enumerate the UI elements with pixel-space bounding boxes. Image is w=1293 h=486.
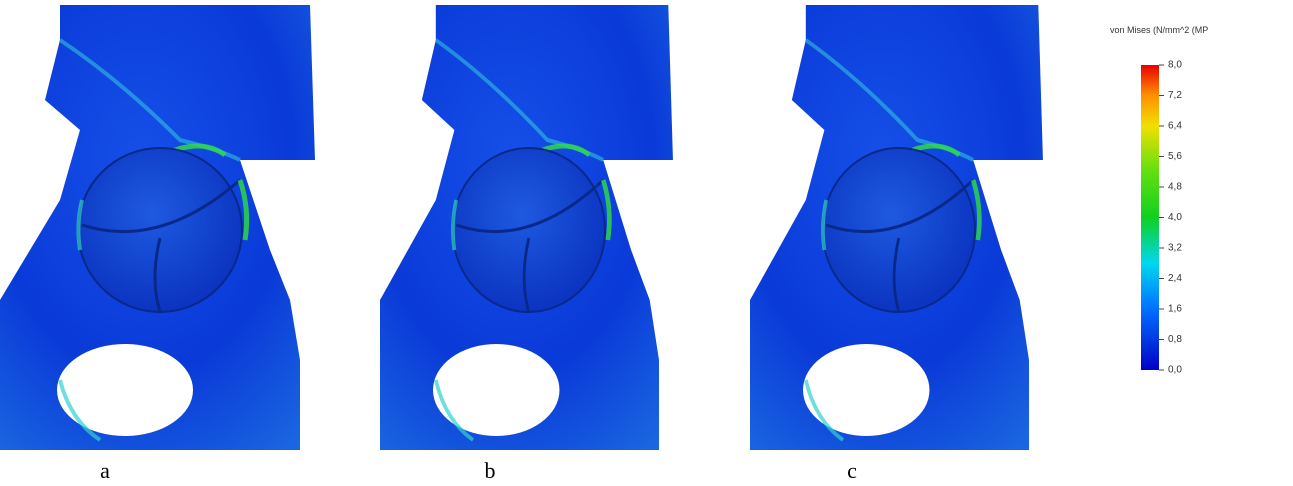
panel-label: b	[485, 458, 496, 483]
panel-c-image	[750, 5, 1043, 450]
colorbar-tick-label: 7,2	[1168, 90, 1182, 101]
colorbar-title: von Mises (N/mm^2 (MP	[1110, 25, 1208, 35]
colorbar-tick-label: 1,6	[1168, 304, 1182, 315]
colorbar-tick-label: 4,8	[1168, 182, 1182, 193]
colorbar-tick-label: 0,8	[1168, 334, 1182, 345]
panel-label: c	[847, 458, 857, 483]
colorbar-ticks: 8,0 7,2 6,4 5,6 4,8 4,0 3,2 2,4 1,6 0,8 0,0	[1159, 60, 1182, 376]
panel-b-image	[380, 5, 673, 450]
colorbar-tick-label: 3,2	[1168, 243, 1182, 254]
panel-label: a	[100, 458, 110, 483]
colorbar-tick-label: 4,0	[1168, 212, 1182, 223]
colorbar	[1141, 65, 1159, 370]
colorbar-tick-label: 0,0	[1168, 365, 1182, 376]
colorbar-tick-label: 6,4	[1168, 121, 1182, 132]
panel-a-image	[0, 5, 315, 450]
figure: a b c von Mises (N/mm^2 (MP 8,0 7,2 6,4 5,6…	[0, 0, 1293, 486]
colorbar-tick-label: 5,6	[1168, 151, 1182, 162]
colorbar-tick-label: 8,0	[1168, 60, 1182, 71]
colorbar-tick-label: 2,4	[1168, 273, 1182, 284]
